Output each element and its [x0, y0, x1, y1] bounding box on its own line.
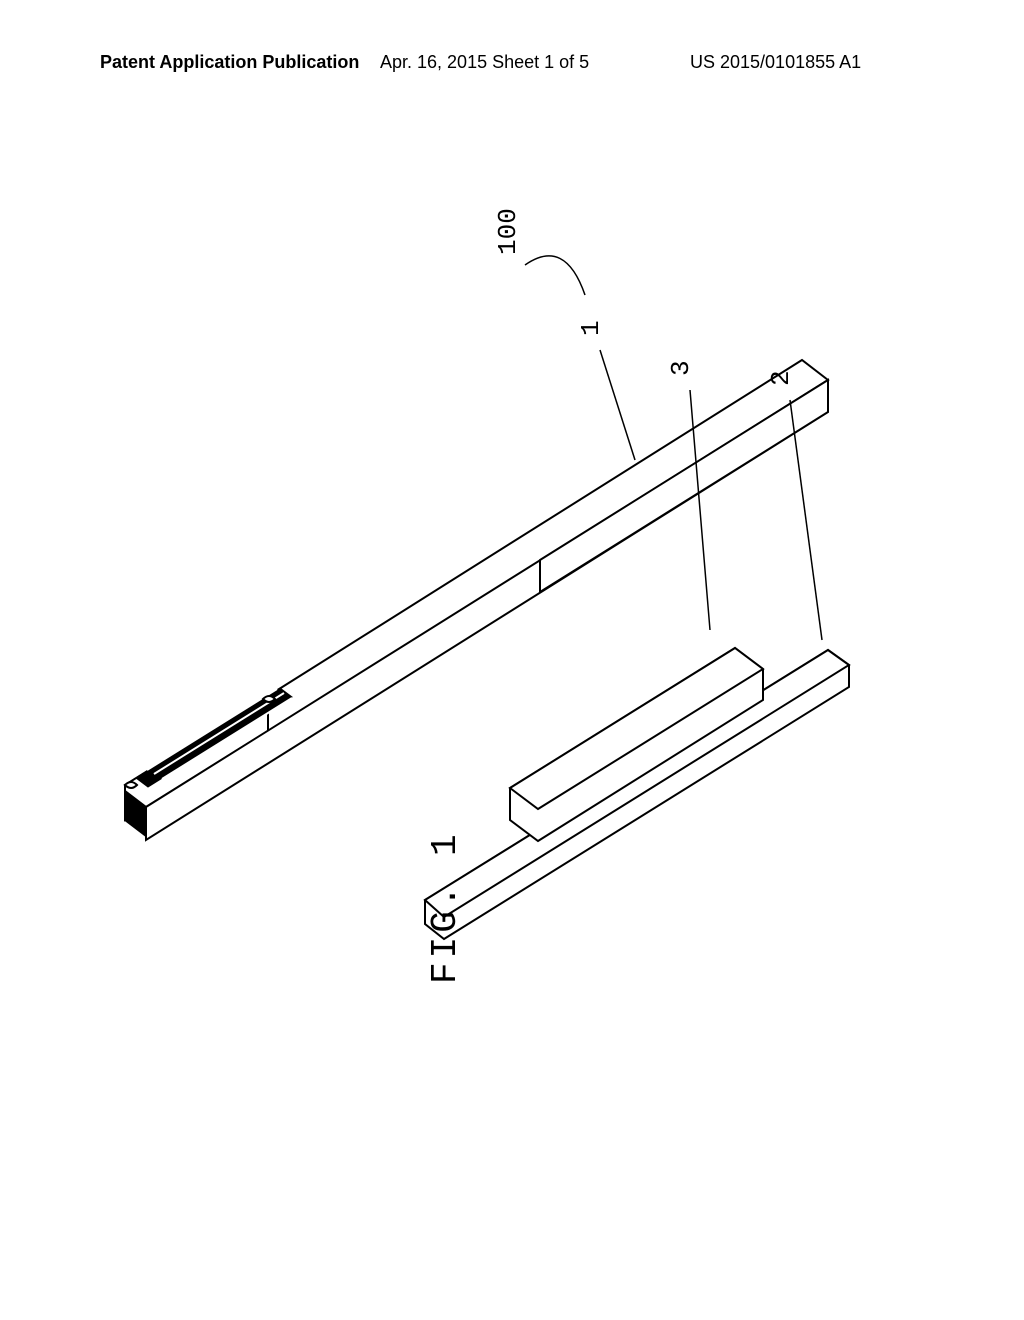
- header-right: US 2015/0101855 A1: [690, 52, 861, 73]
- figure-label: FIG. 1: [425, 830, 466, 984]
- figure-svg: 100 1 3 2: [70, 160, 950, 1060]
- figure-container: 100 1 3 2: [70, 160, 950, 1065]
- notch-1: [125, 782, 137, 788]
- ref-3: 3: [666, 360, 696, 376]
- notch-2: [263, 696, 275, 702]
- header-left: Patent Application Publication: [100, 52, 359, 73]
- ref-2: 2: [766, 370, 796, 386]
- header-center: Apr. 16, 2015 Sheet 1 of 5: [380, 52, 589, 73]
- ref-labels: 100 1 3 2: [493, 208, 796, 386]
- ref-1: 1: [576, 320, 606, 336]
- upper-board-right-over: [540, 380, 828, 592]
- page: Patent Application Publication Apr. 16, …: [0, 0, 1024, 1320]
- lower-board-top: [425, 650, 849, 917]
- ref-100: 100: [493, 208, 523, 255]
- header: Patent Application Publication Apr. 16, …: [0, 52, 1024, 82]
